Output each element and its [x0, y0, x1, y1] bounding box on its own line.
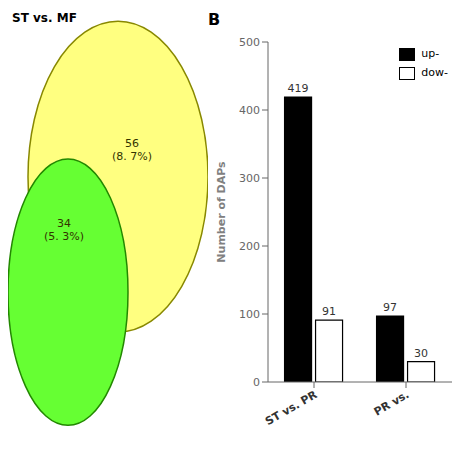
svg-text:0: 0 — [253, 376, 260, 389]
html-text:up-: up- — [421, 47, 440, 60]
svg-text:300: 300 — [239, 172, 260, 185]
svg-text:30: 30 — [414, 347, 428, 360]
svg-text:PR vs.: PR vs. — [372, 388, 412, 418]
svg-text:100: 100 — [239, 308, 260, 321]
svg-text:ST vs. MF: ST vs. MF — [12, 11, 77, 25]
svg-text:419: 419 — [288, 82, 309, 95]
svg-text:56(8. 7%): 56(8. 7%) — [112, 137, 152, 163]
svg-text:34(5. 3%): 34(5. 3%) — [44, 217, 84, 243]
svg-text:91: 91 — [322, 305, 336, 318]
svg-text:ST vs. PR: ST vs. PR — [263, 388, 320, 428]
svg-text:200: 200 — [239, 240, 260, 253]
svg-text:400: 400 — [239, 104, 260, 117]
svg-text:Number of DAPs: Number of DAPs — [215, 161, 228, 263]
svg-text:97: 97 — [383, 301, 397, 314]
html-text:B: B — [208, 10, 221, 29]
html-text:dow-: dow- — [421, 66, 448, 79]
svg-text:500: 500 — [239, 36, 260, 49]
